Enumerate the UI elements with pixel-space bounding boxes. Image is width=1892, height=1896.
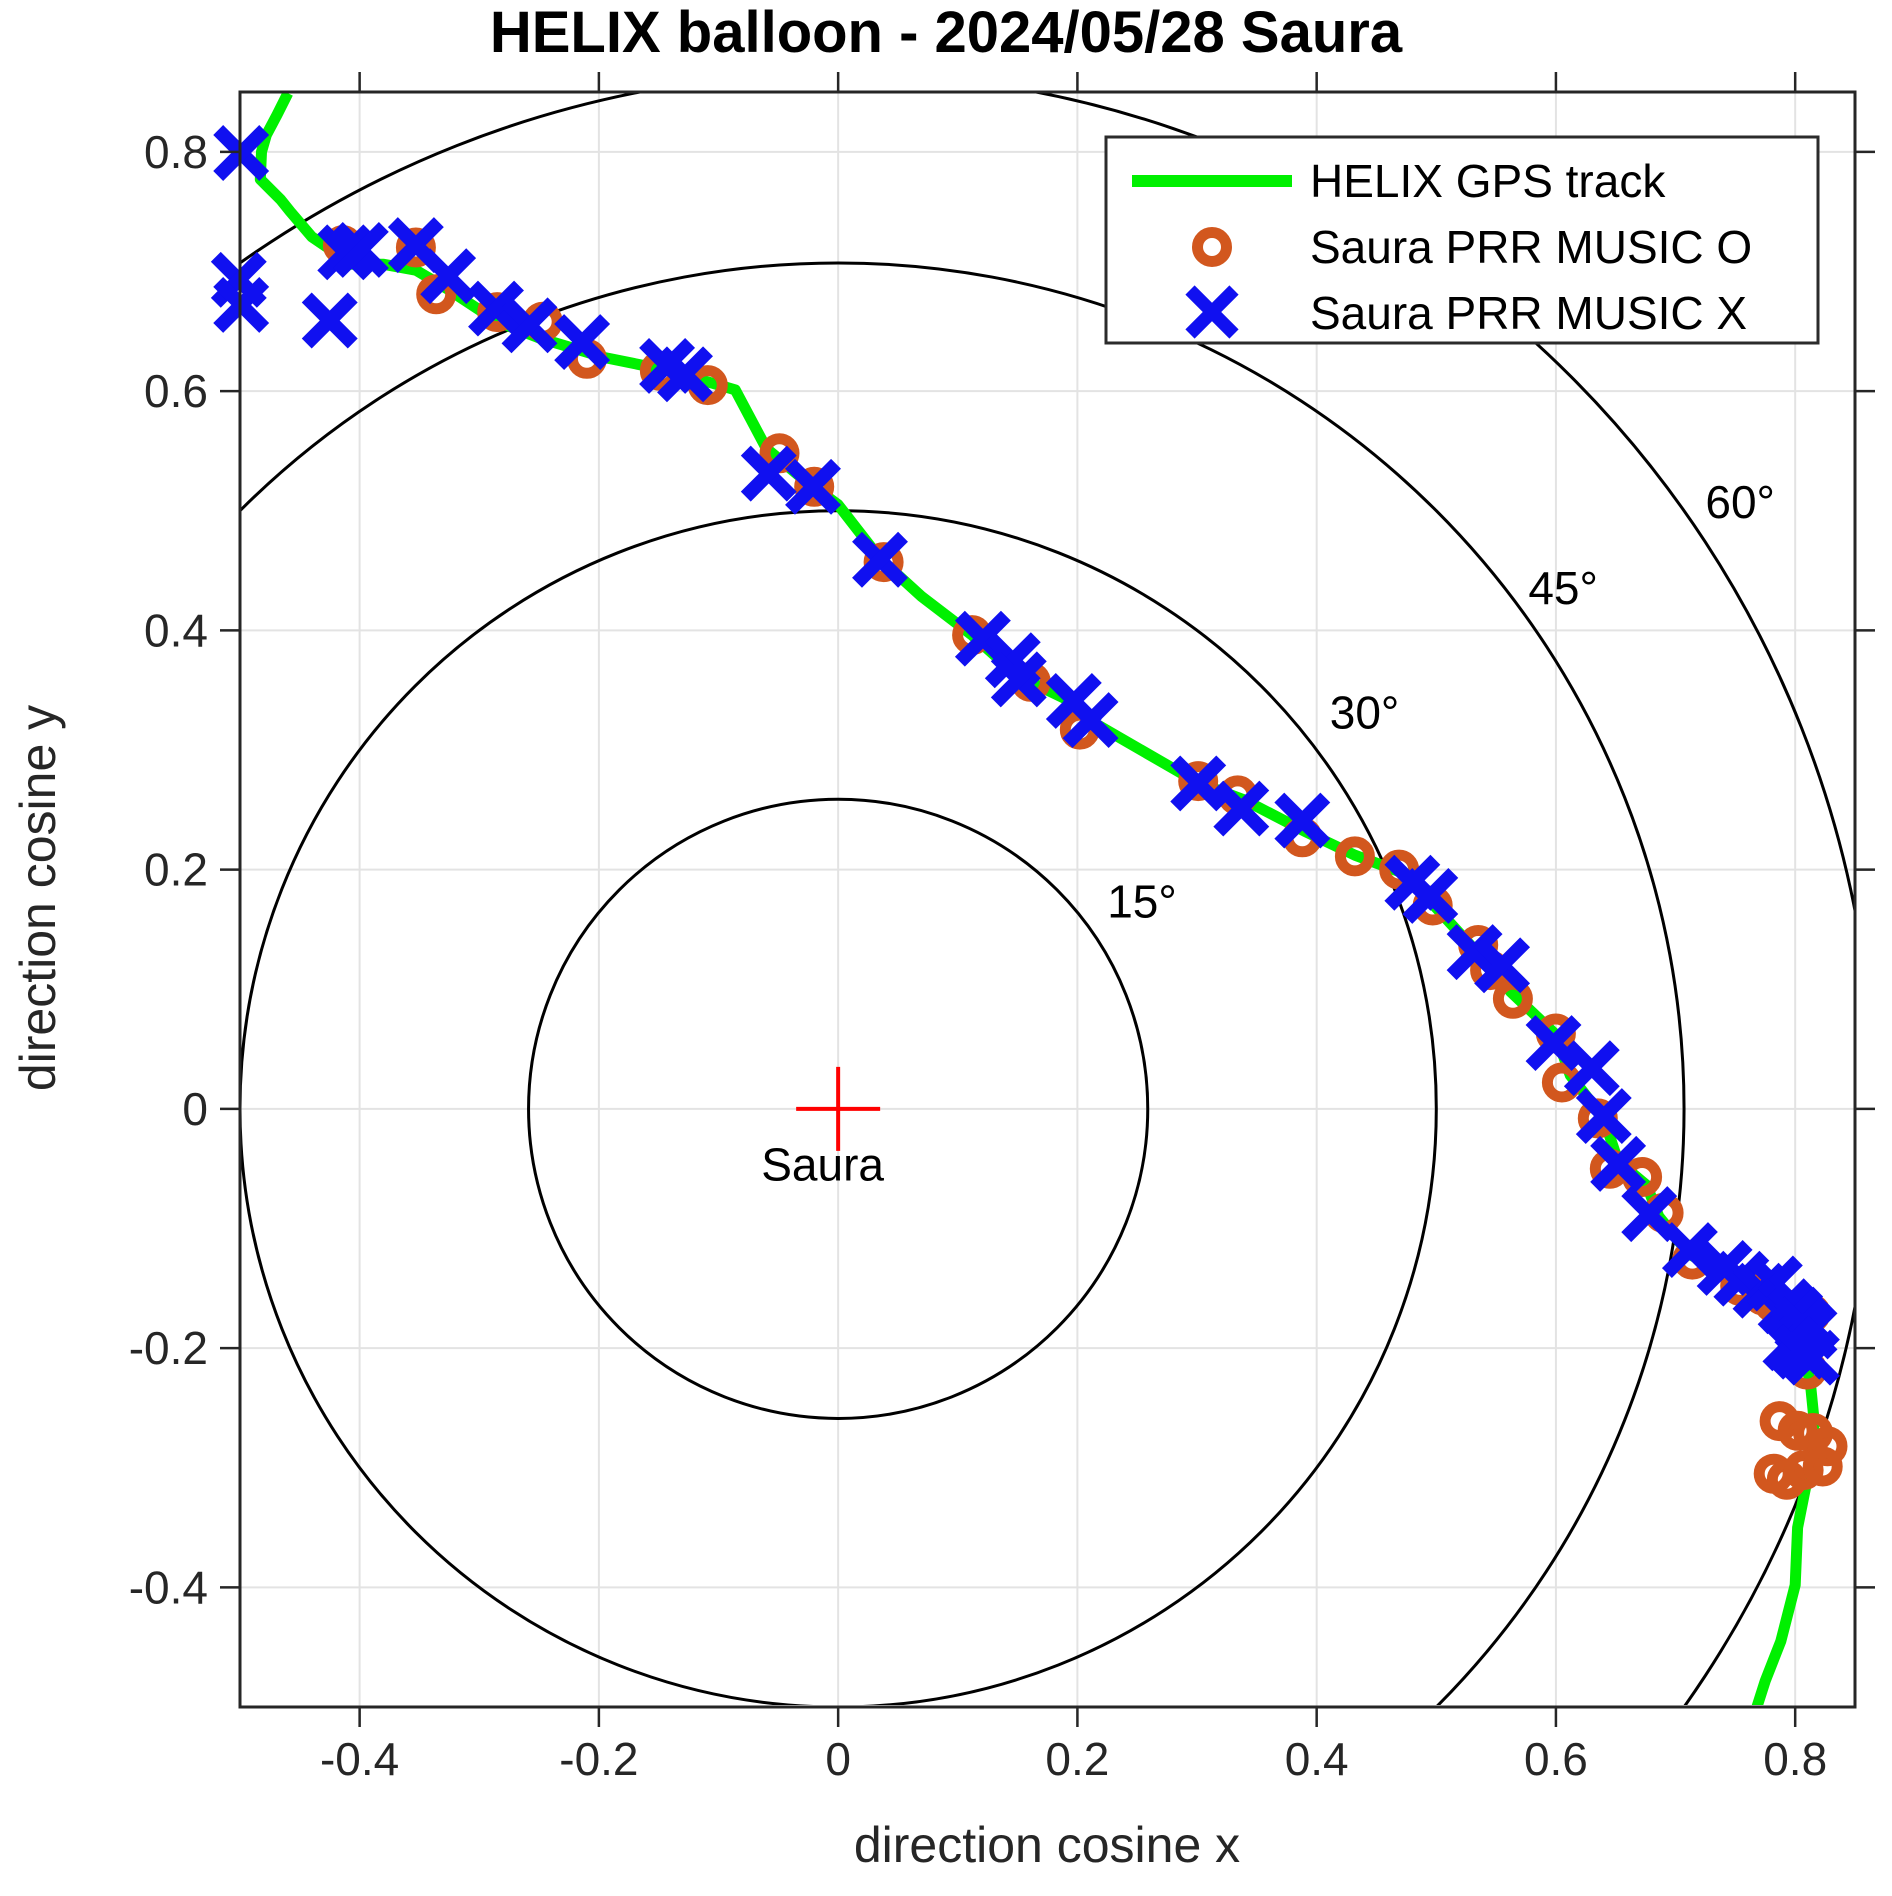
tick-marks xyxy=(220,72,1875,1727)
y-axis-label: direction cosine y xyxy=(10,705,66,1091)
y-tick-label: 0.4 xyxy=(144,604,208,656)
music-o-marker xyxy=(395,227,436,268)
music-x-marker xyxy=(554,314,611,370)
plot-background xyxy=(240,92,1855,1707)
music-x-marker xyxy=(301,292,358,349)
y-tick-label: 0.2 xyxy=(144,844,208,896)
zenith-circle-15deg xyxy=(527,797,1150,1420)
x-tick-label: 0.6 xyxy=(1524,1733,1588,1785)
music-o-marker xyxy=(794,466,835,507)
zenith-label-15deg: 15° xyxy=(1107,875,1177,927)
origin-label: Saura xyxy=(761,1139,884,1191)
x-tick-label: 0.2 xyxy=(1045,1733,1109,1785)
music-x-marker xyxy=(1213,780,1270,837)
legend-label-music-o: Saura PRR MUSIC O xyxy=(1310,221,1752,273)
legend-label-music-x: Saura PRR MUSIC X xyxy=(1310,287,1747,339)
music-x-marker xyxy=(1062,692,1119,749)
music-x-marker xyxy=(740,445,797,502)
origin-cross xyxy=(796,1066,881,1151)
x-axis-label: direction cosine x xyxy=(854,1817,1240,1873)
x-tick-label: 0.4 xyxy=(1285,1733,1349,1785)
music-x-marker xyxy=(1170,755,1227,812)
music-x-marker xyxy=(990,651,1047,708)
legend-label-gps-track: HELIX GPS track xyxy=(1310,155,1666,207)
music-x-markers xyxy=(210,125,1840,1386)
music-x-marker xyxy=(468,280,524,337)
music-x-marker xyxy=(1563,1040,1620,1097)
music-x-marker xyxy=(1661,1222,1718,1278)
zenith-label-45deg: 45° xyxy=(1528,562,1598,614)
zenith-label-60deg: 60° xyxy=(1705,476,1775,528)
music-x-marker xyxy=(785,458,841,515)
legend: HELIX GPS track Saura PRR MUSIC O Saura … xyxy=(1104,135,1820,345)
music-x-marker xyxy=(420,248,477,305)
music-x-marker xyxy=(1590,1135,1647,1192)
music-x-marker xyxy=(1446,924,1503,981)
music-x-marker xyxy=(1525,1015,1582,1072)
music-x-marker xyxy=(1402,867,1459,924)
zenith-label-30deg: 30° xyxy=(1330,686,1400,738)
legend-music-x-sample xyxy=(1185,285,1239,339)
y-tick-label: 0 xyxy=(182,1083,208,1135)
music-x-marker xyxy=(1474,937,1531,994)
music-x-marker xyxy=(1274,792,1331,849)
music-x-marker xyxy=(501,297,558,354)
music-o-marker xyxy=(1807,1426,1848,1467)
music-x-marker xyxy=(332,221,389,278)
music-o-marker xyxy=(1783,1450,1824,1491)
y-tick-label: -0.4 xyxy=(129,1561,208,1613)
zenith-circle-45deg xyxy=(240,261,1686,1705)
music-x-marker xyxy=(317,224,374,281)
music-x-marker xyxy=(1783,1329,1840,1386)
music-o-marker xyxy=(1334,836,1375,877)
music-x-marker xyxy=(852,531,908,588)
x-tick-label: 0 xyxy=(825,1733,851,1785)
y-tick-label: 0.6 xyxy=(144,365,208,417)
legend-music-o-sample xyxy=(1192,227,1232,267)
axes-box xyxy=(238,90,1857,1709)
y-tick-label: -0.2 xyxy=(129,1322,208,1374)
music-o-marker xyxy=(1802,1446,1843,1487)
y-tick-label: 0.8 xyxy=(144,126,208,178)
plot-content: Saura 15° 30° 45° 60° -0.4 -0.2 0 0.2 0.4 0.6 0.8 -0… xyxy=(129,72,1875,1785)
music-x-marker xyxy=(1575,1088,1632,1144)
chart-title: HELIX balloon - 2024/05/28 Saura xyxy=(490,0,1403,65)
music-x-marker xyxy=(657,346,713,403)
x-tick-label: -0.2 xyxy=(559,1733,638,1785)
x-tick-label: -0.4 xyxy=(320,1733,399,1785)
x-tick-label: 0.8 xyxy=(1763,1733,1827,1785)
music-o-marker xyxy=(1178,761,1219,802)
